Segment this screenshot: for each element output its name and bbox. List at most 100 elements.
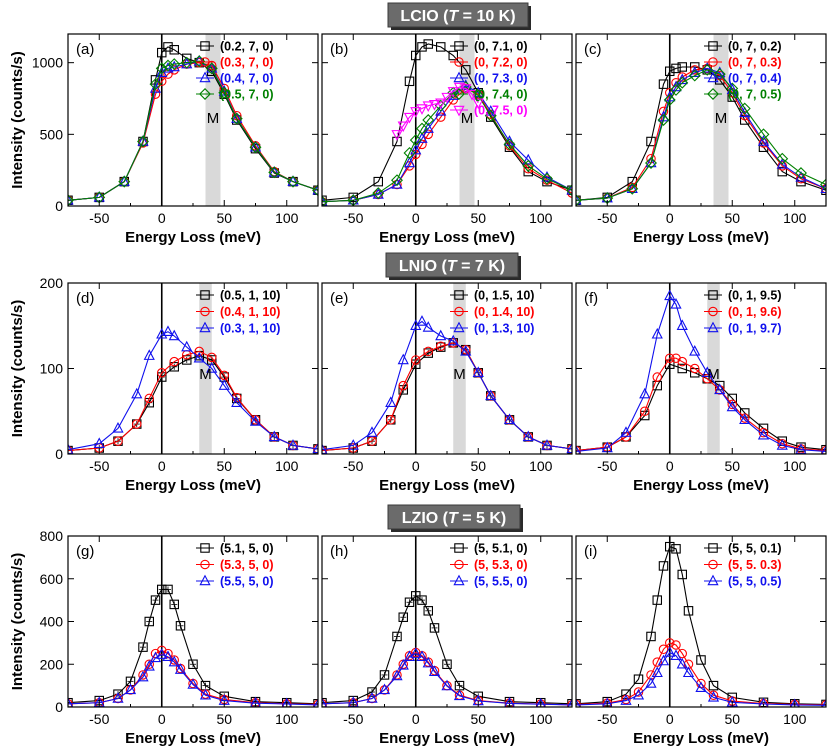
data-point (181, 340, 193, 352)
data-point (435, 329, 447, 341)
panel-letter: (c) (584, 41, 602, 58)
x-tick-label: 50 (216, 711, 232, 727)
data-point (322, 445, 327, 454)
series-line-2 (68, 62, 318, 201)
data-point (739, 413, 751, 425)
series-line-4 (576, 69, 826, 201)
legend-label: (0, 7.1, 0) (474, 40, 528, 54)
data-point (442, 659, 452, 669)
legend-marker (454, 41, 464, 51)
data-point (664, 353, 675, 363)
magnon-band (707, 283, 720, 454)
data-point (322, 697, 328, 707)
plot-frame (321, 282, 573, 455)
banner-box (387, 2, 529, 28)
data-point (820, 178, 826, 191)
data-point (113, 436, 123, 446)
banner-temperature-symbol: T (447, 258, 458, 275)
data-point (397, 121, 409, 133)
data-point (155, 62, 168, 75)
data-point (714, 383, 726, 395)
plot-frame (67, 535, 319, 708)
x-tick-label: 0 (412, 210, 420, 226)
data-point (639, 406, 650, 416)
band-label: M (453, 366, 466, 383)
data-point (689, 65, 700, 75)
data-point (218, 379, 230, 390)
x-axis-title: Energy Loss (meV) (379, 229, 515, 246)
data-point (738, 102, 751, 115)
banner-temperature-symbol: T (448, 8, 459, 25)
data-point (268, 430, 280, 442)
data-point (652, 372, 662, 382)
data-point (429, 623, 440, 633)
data-point (416, 650, 428, 662)
legend-marker (454, 57, 464, 67)
legend-label: (0.2, 7, 0) (220, 40, 274, 54)
data-point (218, 86, 231, 99)
data-point (757, 128, 770, 141)
legend-marker (199, 71, 211, 83)
data-point (398, 380, 408, 391)
series-layer (322, 39, 572, 206)
legend-marker (199, 574, 211, 586)
legend-label: (0.3, 1, 10) (220, 322, 280, 336)
data-point (676, 319, 688, 331)
data-point (776, 152, 789, 165)
data-point (268, 165, 280, 177)
data-point (144, 393, 155, 404)
banner-temperature-symbol: T (448, 510, 459, 527)
data-point (417, 139, 427, 150)
x-tick-label: 0 (666, 210, 674, 226)
legend-marker (707, 71, 719, 83)
data-point (576, 445, 581, 454)
data-point (367, 687, 377, 697)
data-point (658, 561, 669, 571)
legend: (5, 5.1, 0) (5, 5.3, 0) (5, 5.5, 0) (450, 542, 528, 589)
x-tick-label: 0 (158, 210, 166, 226)
x-tick-label: 100 (275, 711, 299, 727)
y-axis-title: Intensity (counts/s) (9, 300, 26, 438)
data-point (645, 157, 657, 169)
data-point (193, 351, 205, 363)
y-tick-label: 400 (40, 614, 64, 630)
data-point (658, 644, 669, 655)
legend-label: (0, 7, 0.4) (728, 72, 782, 86)
panel-h: -50 0 50 100 Energy Loss (meV) (h) (5, 5.1, 0)… (321, 535, 573, 747)
data-point (602, 697, 613, 707)
data-point (163, 584, 173, 595)
data-point (68, 697, 74, 707)
data-point (187, 678, 199, 689)
data-point (188, 659, 198, 669)
x-axis-title: Energy Loss (meV) (633, 229, 769, 246)
series-line-1 (68, 46, 318, 201)
series-line-3 (322, 320, 572, 451)
y-tick-label: 600 (40, 571, 64, 587)
x-tick-label: 100 (275, 458, 299, 474)
x-tick-label: -50 (89, 210, 109, 226)
series-layer (576, 289, 826, 454)
data-point (138, 642, 148, 652)
y-tick-label: 200 (40, 275, 64, 291)
data-point (68, 193, 74, 205)
band-label: M (461, 110, 474, 127)
data-point (391, 130, 403, 141)
panel-e: M -50 0 50 100 Energy Loss (meV) (e) (0, 1.5, 1… (321, 282, 573, 494)
data-point (645, 156, 657, 168)
data-point (757, 428, 770, 440)
legend-label: (0, 7, 0.3) (728, 56, 782, 70)
data-point (651, 666, 663, 678)
data-point (441, 92, 453, 104)
y-tick-label: 500 (40, 126, 64, 142)
legend-marker (707, 88, 719, 100)
data-point (416, 122, 428, 135)
panel-letter: (h) (330, 543, 348, 560)
data-point (249, 141, 262, 154)
y-axis-title: Intensity (counts/s) (9, 51, 26, 189)
data-point (416, 315, 428, 326)
series-line-2 (68, 649, 318, 705)
series-layer (322, 315, 572, 454)
data-point (695, 681, 707, 693)
data-point (663, 93, 676, 106)
